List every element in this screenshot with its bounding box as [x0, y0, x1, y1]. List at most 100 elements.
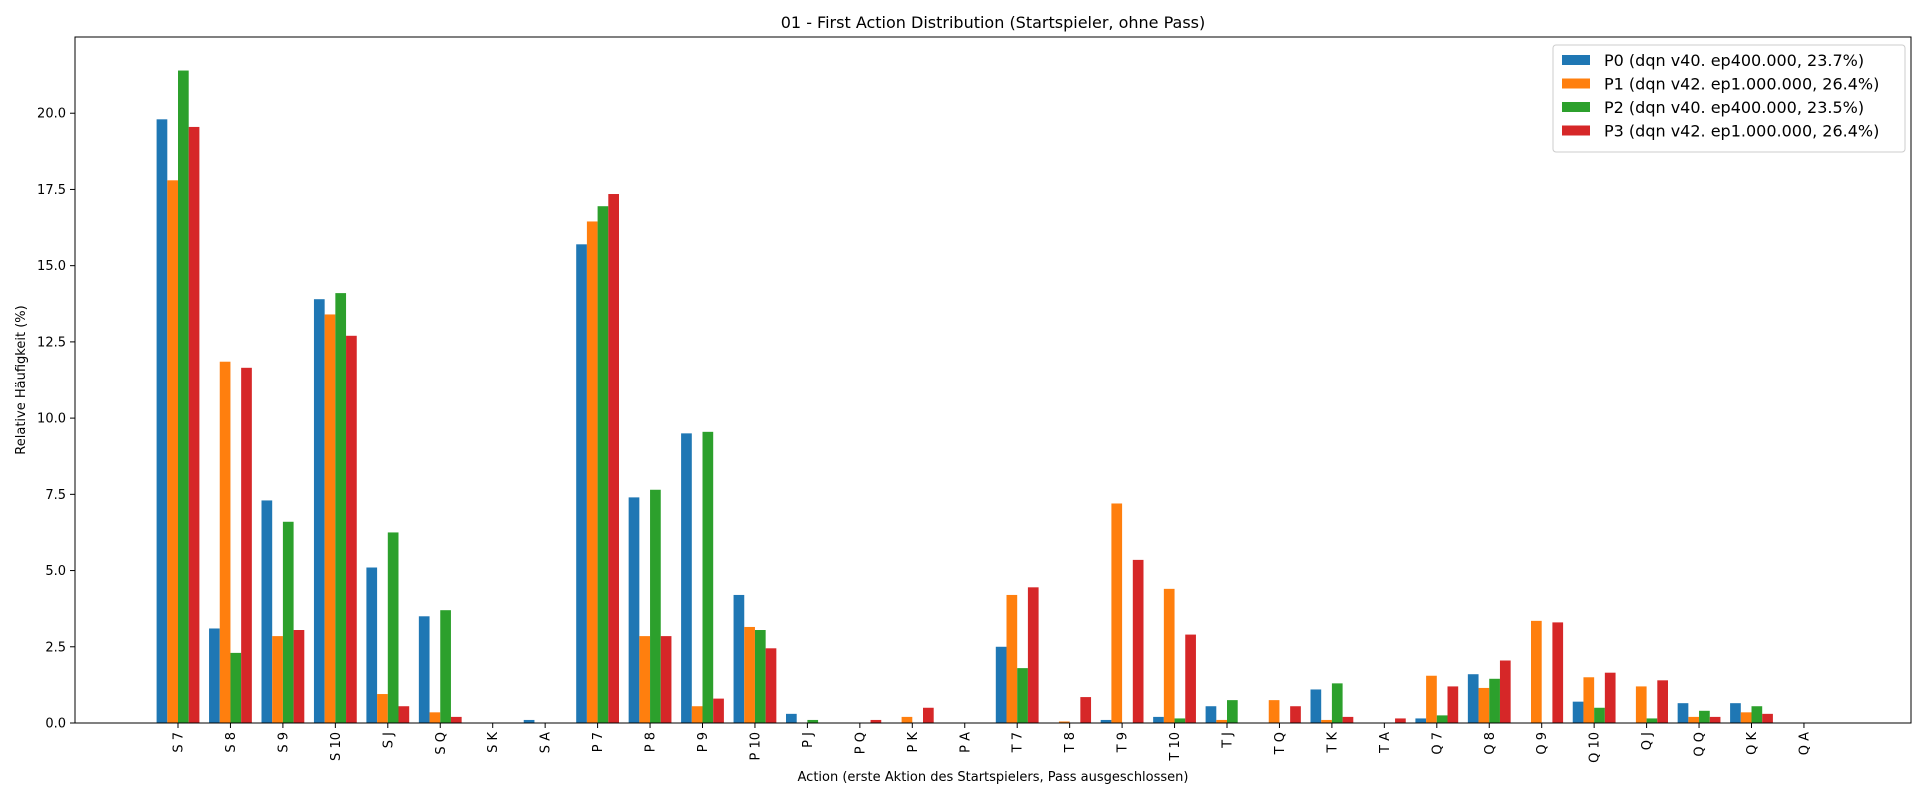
bar-p1-s-8 [219, 361, 231, 723]
x-tick-label: Q A [1797, 732, 1812, 755]
bar-p3-q-q [1709, 716, 1721, 723]
y-tick-label: 12.5 [37, 335, 66, 350]
bar-p2-t-10 [1174, 718, 1186, 723]
bar-p1-q-7 [1426, 675, 1437, 723]
legend-swatch [1562, 78, 1590, 89]
bar-p0-p-8 [628, 497, 640, 723]
y-tick-label: 10.0 [37, 412, 66, 427]
y-tick-label: 15.0 [37, 259, 66, 274]
bar-p1-s-j [377, 694, 388, 723]
y-tick-label: 20.0 [37, 107, 66, 122]
bar-p1-t-q [1268, 700, 1280, 723]
bar-p2-t-k [1331, 683, 1343, 723]
bar-p0-s-q [418, 616, 430, 723]
bar-p3-s-10 [346, 335, 357, 723]
bar-p2-s-q [440, 610, 451, 723]
legend-entry: P3 (dqn v42. ep1.000.000, 26.4%) [1604, 122, 1879, 141]
bar-p1-t-9 [1111, 503, 1123, 723]
bar-p2-q-7 [1436, 715, 1448, 723]
bar-p0-t-k [1310, 689, 1322, 723]
bar-p3-s-7 [188, 126, 200, 723]
bar-p3-t-8 [1080, 697, 1092, 723]
x-tick-label: P 8 [644, 732, 659, 752]
bar-p0-q-q [1677, 703, 1689, 723]
bar-p0-t-7 [995, 646, 1007, 723]
x-tick-label: P 9 [696, 732, 711, 752]
bar-p1-q-10 [1583, 677, 1595, 723]
bar-p2-q-j [1646, 718, 1658, 723]
bar-p0-q-7 [1415, 718, 1427, 723]
bar-p3-p-7 [608, 194, 619, 723]
x-tick-label: T 7 [1011, 732, 1026, 753]
x-tick-label: S 7 [172, 732, 187, 753]
bar-p0-p-7 [576, 244, 587, 723]
x-tick-label: S 10 [329, 732, 344, 761]
bar-p0-s-8 [209, 628, 220, 723]
y-tick-label: 17.5 [37, 183, 66, 198]
bar-p1-q-q [1688, 716, 1700, 723]
bar-p3-s-j [398, 706, 410, 723]
bar-p1-q-9 [1531, 620, 1542, 723]
bar-p3-t-q [1290, 706, 1301, 723]
bar-p1-p-7 [586, 221, 598, 723]
legend-box [1552, 44, 1906, 153]
bar-p2-q-q [1699, 710, 1710, 723]
bar-p1-t-7 [1006, 594, 1018, 723]
x-tick-label: Q 8 [1483, 732, 1498, 755]
bar-p3-t-7 [1027, 587, 1039, 723]
x-tick-label: S J [381, 732, 396, 748]
bar-p1-q-j [1635, 686, 1647, 723]
bar-p2-s-j [387, 532, 399, 723]
bar-p2-s-9 [282, 521, 294, 723]
x-tick-label: T Q [1273, 732, 1288, 755]
x-tick-label: P Q [853, 732, 868, 754]
bar-p2-s-10 [335, 293, 347, 723]
bar-p1-s-9 [272, 636, 283, 723]
bar-p3-t-10 [1185, 634, 1196, 723]
x-tick-label: T 10 [1168, 732, 1183, 762]
legend: P0 (dqn v40. ep400.000, 23.7%) P1 (dqn v4… [1552, 44, 1906, 153]
bar-p2-p-8 [650, 489, 661, 723]
bar-p3-t-a [1395, 718, 1406, 723]
plot-frame [74, 36, 1912, 724]
bar-p1-s-7 [167, 180, 178, 724]
y-tick-label: 5.0 [45, 564, 66, 579]
legend-entry: P0 (dqn v40. ep400.000, 23.7%) [1604, 51, 1864, 70]
bar-p1-p-k [901, 716, 913, 723]
bar-p2-q-8 [1489, 678, 1500, 723]
bar-p3-p-q [870, 719, 882, 723]
bar-p2-p-j [807, 719, 819, 723]
bar-p1-q-k [1740, 712, 1752, 723]
bar-p1-q-8 [1478, 687, 1490, 723]
bar-p2-q-10 [1594, 707, 1605, 723]
bar-p2-t-j [1227, 700, 1238, 723]
bar-p3-p-k [923, 707, 934, 723]
bar-p3-p-9 [713, 698, 724, 723]
bar-p3-q-k [1762, 713, 1773, 723]
bar-p3-q-9 [1552, 622, 1564, 723]
x-axis-label: Action (erste Aktion des Startspielers, … [798, 770, 1189, 785]
bar-p2-p-9 [702, 431, 714, 723]
x-tick-label: T A [1378, 732, 1393, 754]
bar-p3-s-9 [293, 630, 305, 723]
bar-p3-q-j [1657, 680, 1668, 723]
bar-p3-t-9 [1132, 559, 1144, 723]
bar-p0-s-10 [313, 299, 325, 723]
x-tick-label: P J [801, 732, 816, 748]
bar-p1-p-8 [639, 636, 651, 723]
x-tick-label: T 8 [1063, 732, 1078, 753]
bar-p0-q-8 [1467, 674, 1479, 723]
x-tick-label: P K [906, 732, 921, 753]
x-tick-label: Q 9 [1535, 732, 1550, 755]
bar-p0-q-10 [1572, 701, 1584, 723]
x-tick-label: Q Q [1693, 732, 1708, 757]
bar-p3-p-8 [660, 636, 672, 723]
bar-p3-p-10 [765, 648, 777, 723]
bar-p0-s-j [366, 567, 378, 723]
bar-p0-p-j [786, 713, 797, 723]
y-axis: 0.0 2.5 5.0 7.5 10.0 12.5 15.0 17.5 20.0 [37, 107, 75, 732]
bar-p3-t-k [1342, 716, 1354, 723]
y-axis-label: Relative Häufigkeit (%) [14, 305, 29, 454]
legend-swatch [1562, 125, 1590, 136]
